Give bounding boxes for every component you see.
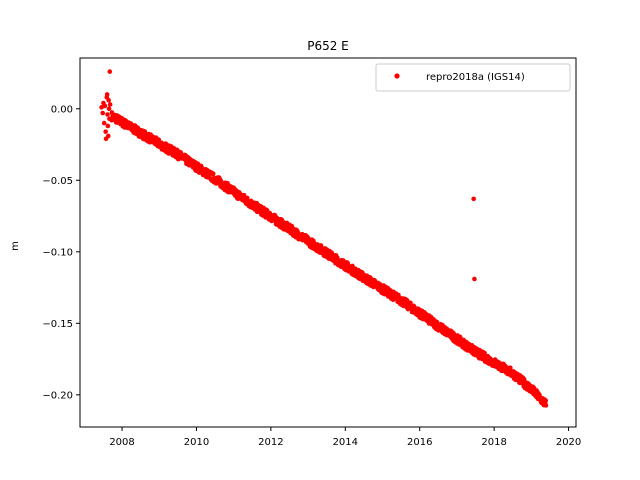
x-tick-label: 2020 bbox=[556, 437, 581, 448]
data-point bbox=[543, 398, 548, 403]
data-point bbox=[107, 116, 112, 122]
data-point bbox=[105, 123, 111, 129]
data-point bbox=[102, 103, 108, 109]
data-point bbox=[107, 69, 113, 74]
data-point bbox=[100, 110, 105, 116]
data-point bbox=[241, 192, 247, 198]
x-tick-label: 2016 bbox=[407, 437, 432, 448]
y-tick-label: −0.05 bbox=[42, 176, 73, 187]
chart-title: P652 E bbox=[307, 39, 349, 53]
legend-frame bbox=[375, 63, 571, 92]
data-point bbox=[543, 403, 549, 408]
legend-marker bbox=[394, 73, 400, 79]
data-point bbox=[104, 92, 110, 97]
data-point bbox=[101, 120, 107, 126]
data-point bbox=[106, 97, 111, 103]
data-point bbox=[105, 133, 111, 139]
data-point bbox=[210, 171, 216, 177]
x-tick-label: 2014 bbox=[333, 437, 358, 448]
x-tick-label: 2008 bbox=[109, 437, 134, 448]
data-point bbox=[341, 258, 346, 263]
data-point bbox=[107, 102, 113, 107]
data-point bbox=[103, 129, 108, 134]
y-axis-label: m bbox=[10, 241, 21, 251]
y-tick-label: −0.20 bbox=[42, 390, 73, 401]
x-tick-label: 2012 bbox=[258, 437, 283, 448]
data-point bbox=[472, 276, 477, 282]
y-tick-label: 0.00 bbox=[51, 104, 73, 115]
y-tick-label: −0.15 bbox=[42, 319, 73, 330]
axes: 2008 2010 2012 2014 2016 2018 2020 0.00 −0.05 −0.… bbox=[42, 57, 581, 448]
y-tick-label: −0.10 bbox=[42, 247, 73, 258]
x-tick-label: 2018 bbox=[481, 437, 506, 448]
plot-frame bbox=[79, 57, 577, 428]
legend: repro2018a (IGS14) bbox=[375, 63, 571, 92]
data-point bbox=[106, 106, 112, 112]
data-point bbox=[105, 112, 110, 117]
legend-label: repro2018a (IGS14) bbox=[426, 72, 525, 83]
data-points bbox=[99, 69, 549, 408]
data-point bbox=[508, 365, 513, 371]
data-point bbox=[471, 196, 476, 202]
x-tick-label: 2010 bbox=[184, 437, 209, 448]
